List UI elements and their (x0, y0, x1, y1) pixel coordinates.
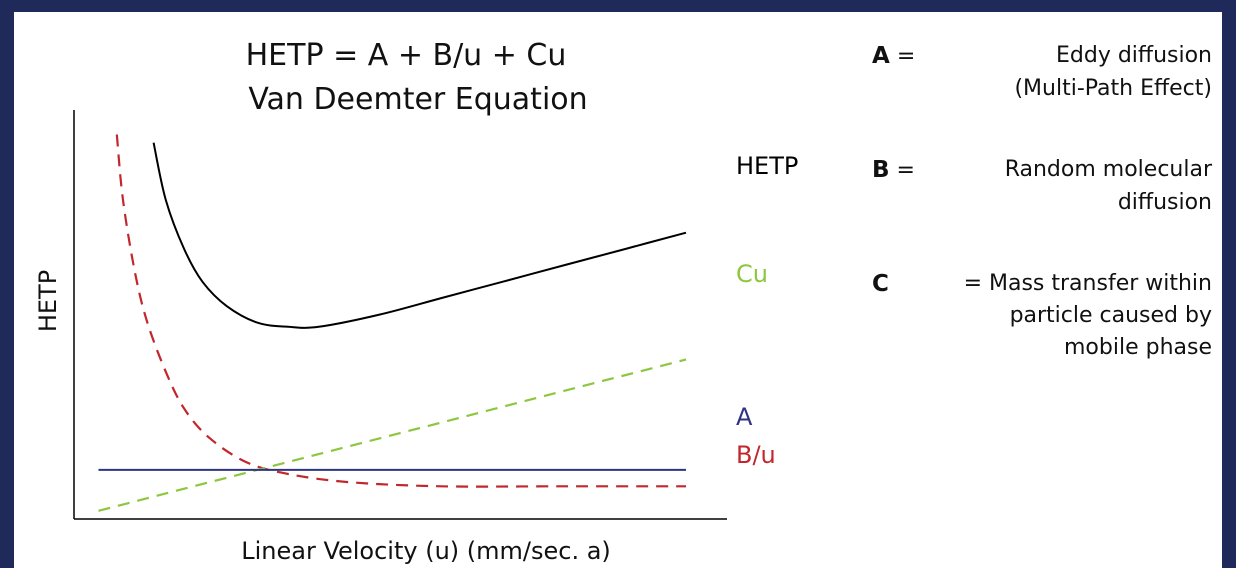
legend-key-b: B (872, 157, 890, 183)
legend-c-line3: mobile phase (1064, 335, 1212, 360)
legend-a-line2: (Multi-Path Effect) (1014, 76, 1212, 101)
x-axis-label: Linear Velocity (u) (mm/sec. a) (241, 537, 611, 565)
legend-entry-b: B = Random molecular diffusion (872, 154, 1212, 219)
series-label-cu: Cu (736, 260, 768, 288)
series-line-b-u (115, 134, 686, 488)
legend-eq-b: = (896, 158, 915, 183)
legend-c-line2: particle caused by (1009, 303, 1212, 328)
legend-eq-c: = Mass transfer within (963, 271, 1212, 296)
legend-b-line1: Random molecular (1004, 157, 1212, 182)
legend-key-c: C (872, 271, 889, 297)
legend-b-line2: diffusion (1117, 190, 1212, 215)
chart-title: HETP = A + B/u + Cu (246, 38, 567, 73)
legend-eq-a: = (896, 44, 916, 69)
series-line-hetp (152, 142, 687, 329)
legend-key-a: A (872, 43, 890, 69)
series-layer (98, 134, 687, 512)
slide: HETP = A + B/u + Cu Van Deemter Equation… (14, 12, 1222, 568)
series-label-bu: B/u (736, 441, 776, 469)
series-label-a: A (736, 403, 753, 431)
legend-a-line1: Eddy diffusion (1056, 43, 1212, 68)
chart-subtitle: Van Deemter Equation (248, 82, 587, 117)
series-label-hetp: HETP (736, 152, 798, 180)
series-line-cu (98, 358, 687, 512)
van-deemter-chart: HETP = A + B/u + Cu Van Deemter Equation… (34, 38, 798, 565)
legend-entry-c: C = Mass transfer within particle caused… (872, 268, 1212, 364)
legend-entry-a: A = Eddy diffusion (Multi-Path Effect) (872, 40, 1212, 105)
y-axis-label: HETP (34, 270, 62, 332)
